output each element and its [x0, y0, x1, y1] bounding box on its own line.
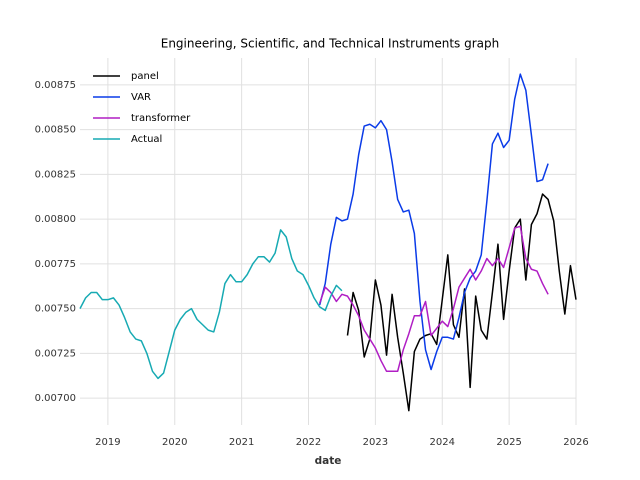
- legend-label: transformer: [131, 113, 191, 124]
- series-line: [79, 229, 343, 380]
- series-line: [346, 193, 577, 412]
- x-tick-label: 2022: [296, 437, 321, 448]
- y-tick-label: 0.00825: [35, 169, 76, 180]
- x-tick-label: 2024: [430, 437, 455, 448]
- chart-title: Engineering, Scientific, and Technical I…: [161, 37, 500, 51]
- y-tick-label: 0.00800: [35, 214, 76, 225]
- y-tick-label: 0.00725: [35, 348, 76, 359]
- x-axis-label: date: [315, 455, 342, 467]
- x-tick-label: 2019: [95, 437, 120, 448]
- y-tick-label: 0.00700: [35, 393, 76, 404]
- y-tick-label: 0.00850: [35, 125, 76, 136]
- legend-label: Actual: [131, 134, 162, 145]
- x-tick-label: 2021: [229, 437, 254, 448]
- legend-label: VAR: [131, 92, 151, 103]
- legend: panel VAR transformer Actual: [93, 71, 191, 145]
- legend-label: panel: [131, 71, 159, 82]
- x-tick-label: 2020: [162, 437, 187, 448]
- series-line: [318, 225, 549, 373]
- y-tick-label: 0.00775: [35, 259, 76, 270]
- x-tick-label: 2023: [363, 437, 388, 448]
- series-line: [318, 73, 549, 371]
- grid: [80, 58, 577, 425]
- x-tick-label: 2026: [563, 437, 588, 448]
- y-tick-label: 0.00875: [35, 80, 76, 91]
- y-tick-label: 0.00750: [35, 304, 76, 315]
- x-tick-label: 2025: [496, 437, 521, 448]
